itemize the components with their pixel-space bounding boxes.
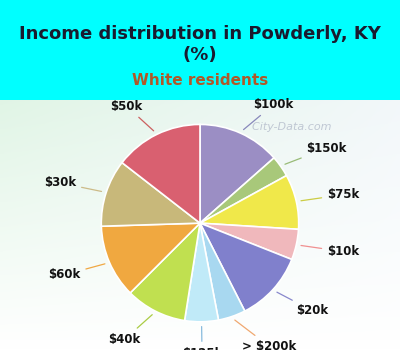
Text: $50k: $50k bbox=[110, 100, 154, 131]
Wedge shape bbox=[200, 124, 274, 223]
Wedge shape bbox=[184, 223, 218, 322]
Text: $30k: $30k bbox=[44, 176, 102, 191]
Text: $10k: $10k bbox=[301, 245, 359, 258]
Wedge shape bbox=[200, 176, 299, 229]
Text: City-Data.com: City-Data.com bbox=[245, 122, 331, 132]
Wedge shape bbox=[200, 223, 298, 259]
Text: White residents: White residents bbox=[132, 73, 268, 88]
Wedge shape bbox=[101, 223, 200, 293]
Text: $100k: $100k bbox=[244, 98, 294, 130]
Text: $125k: $125k bbox=[182, 327, 222, 350]
Text: > $200k: > $200k bbox=[235, 320, 296, 350]
Text: Income distribution in Powderly, KY
(%): Income distribution in Powderly, KY (%) bbox=[19, 25, 381, 64]
Text: $60k: $60k bbox=[48, 264, 105, 281]
Wedge shape bbox=[200, 158, 286, 223]
Wedge shape bbox=[200, 223, 292, 311]
Text: $75k: $75k bbox=[301, 188, 359, 201]
Text: $40k: $40k bbox=[109, 315, 152, 346]
Wedge shape bbox=[130, 223, 200, 321]
Wedge shape bbox=[122, 124, 200, 223]
Wedge shape bbox=[200, 223, 245, 320]
Wedge shape bbox=[101, 163, 200, 226]
Text: $20k: $20k bbox=[277, 292, 328, 317]
Text: $150k: $150k bbox=[285, 142, 347, 164]
